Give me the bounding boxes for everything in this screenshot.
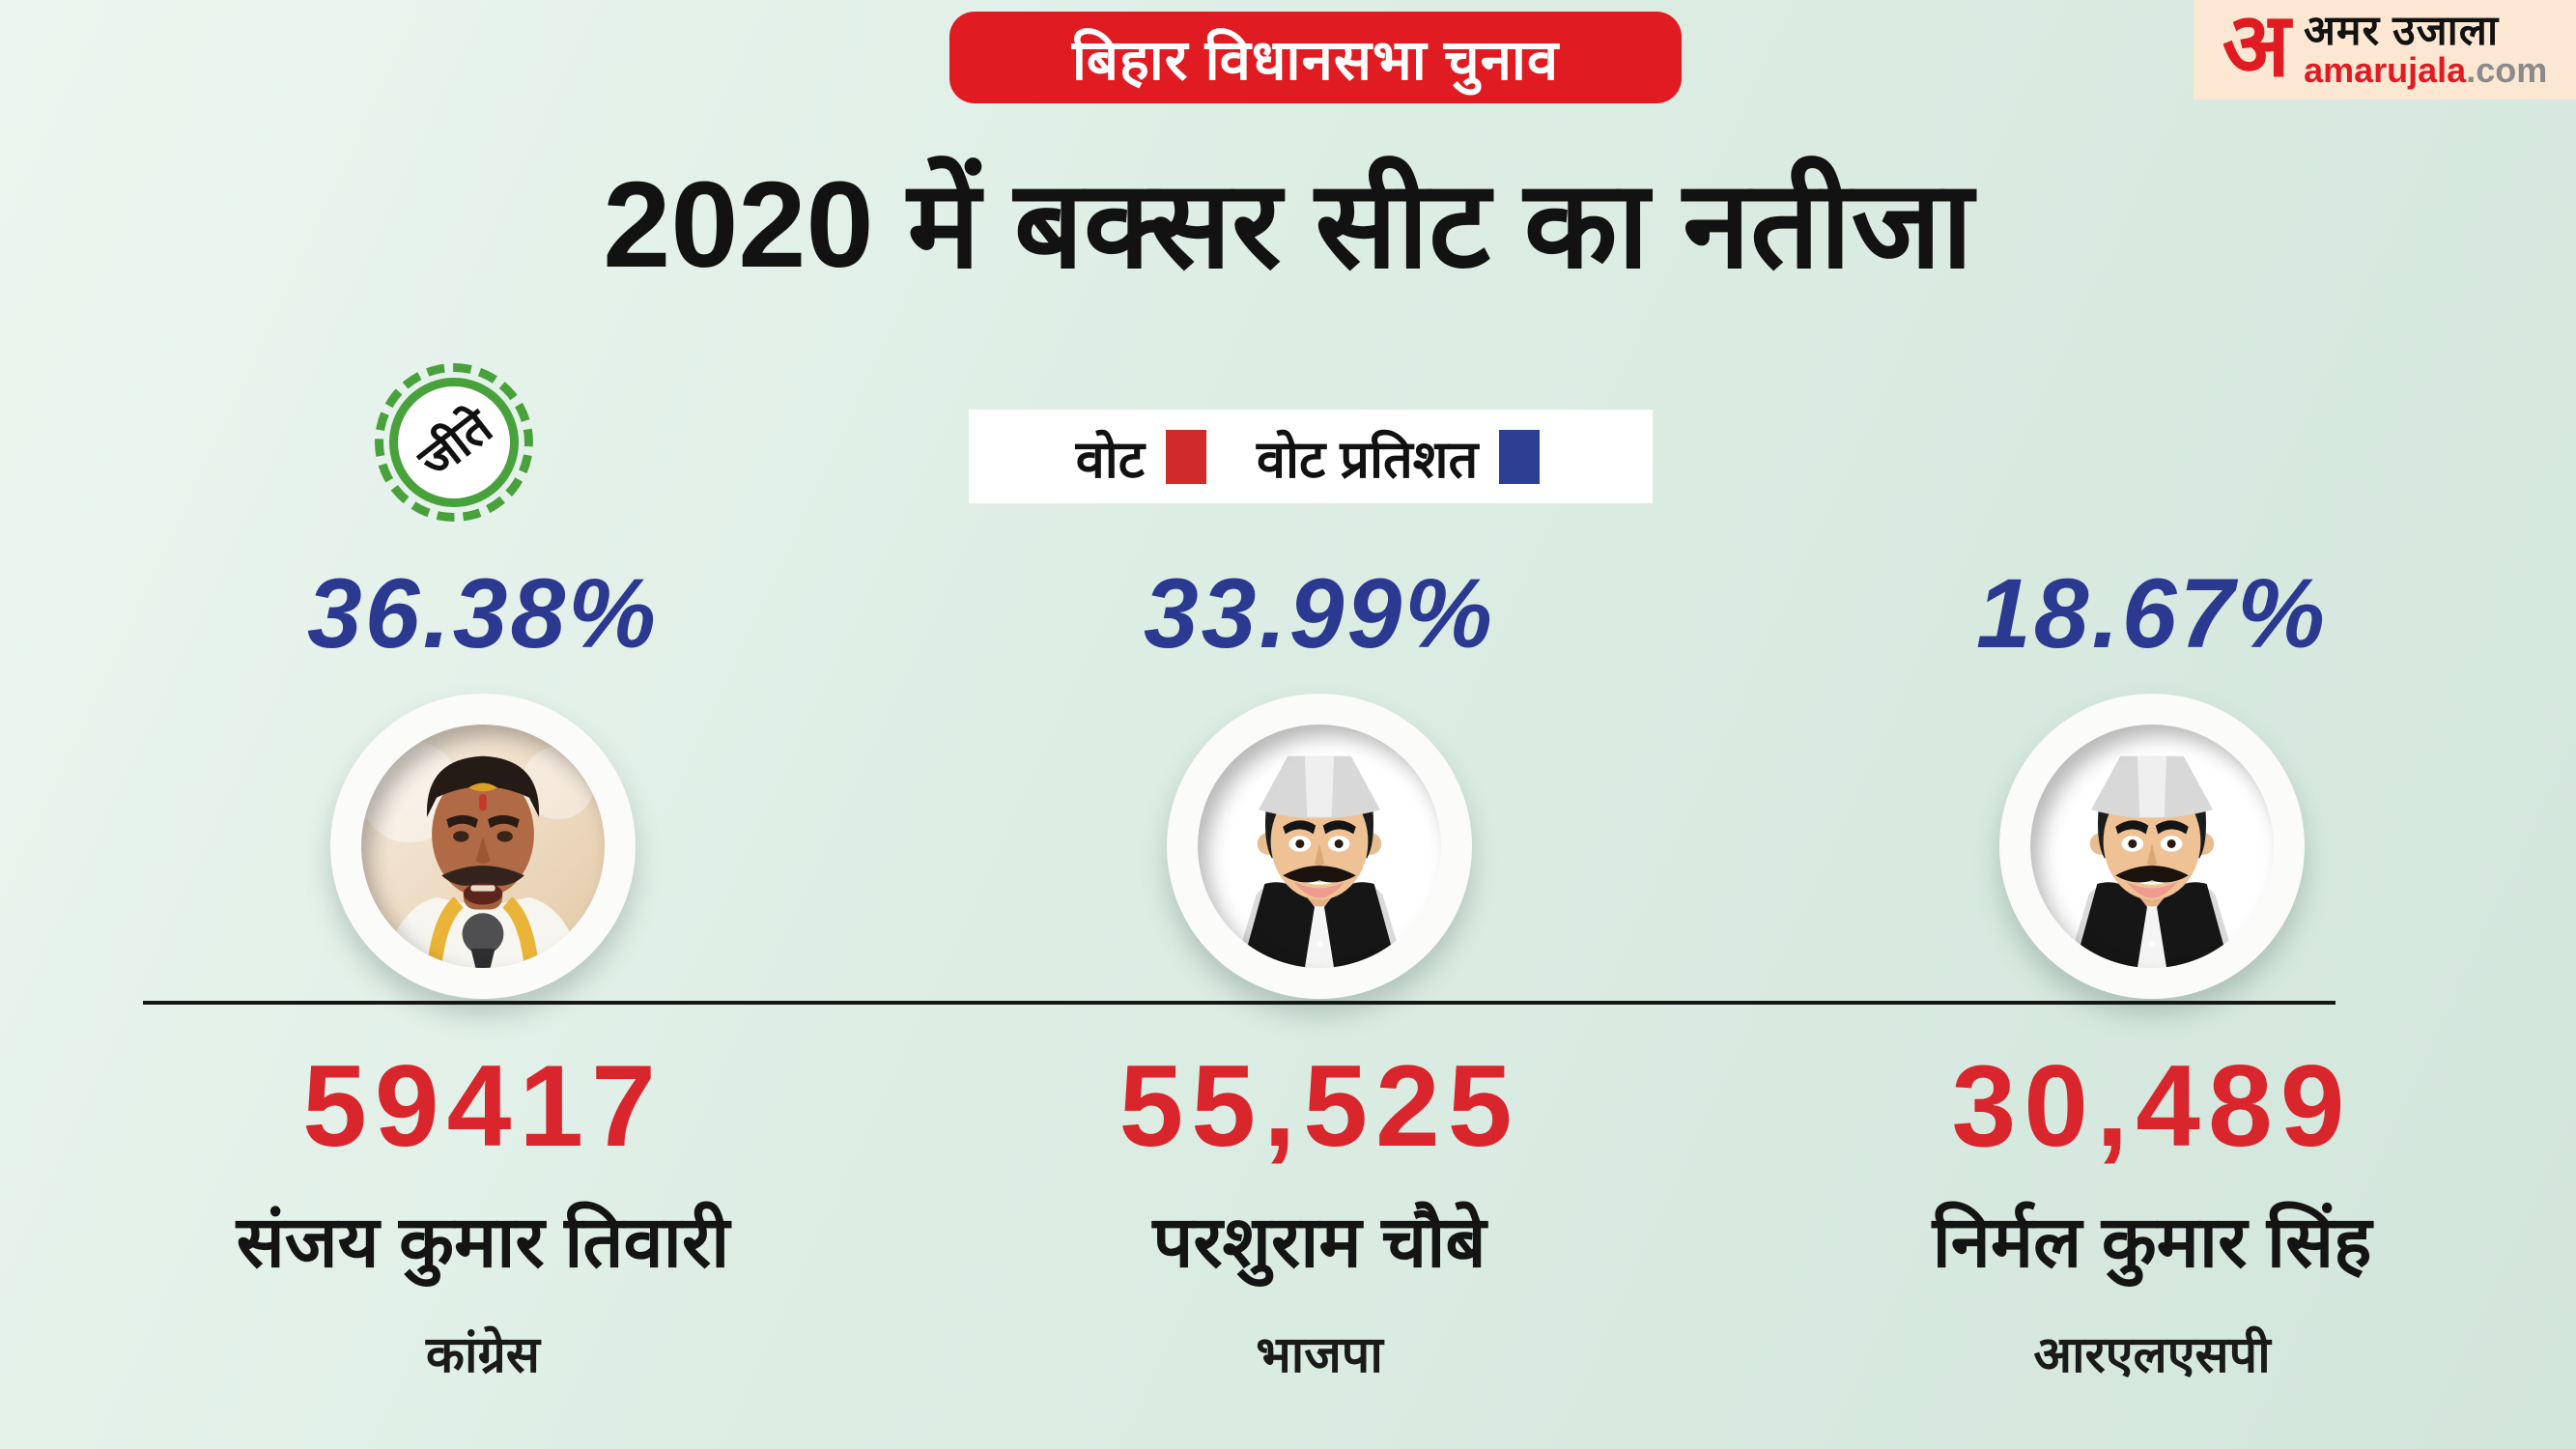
candidate-photo-frame — [330, 694, 636, 999]
winner-badge: जीते — [375, 363, 533, 522]
vote-percent: 18.67% — [1976, 557, 2328, 668]
vote-percent: 36.38% — [307, 557, 659, 668]
winner-badge-label: जीते — [409, 399, 502, 489]
logo-glyph: अ — [2222, 0, 2291, 96]
party-name: आरएलएसपी — [2033, 1326, 2271, 1383]
amar-ujala-logo: अ अमर उजाला amarujala.com — [2194, 0, 2576, 99]
party-name: कांग्रेस — [426, 1326, 540, 1383]
vote-count: 59417 — [302, 1041, 664, 1171]
candidate-name: संजय कुमार तिवारी — [236, 1202, 730, 1282]
candidate-column: 33.99% 55,525 परशुराम चौबे भाजपा — [981, 541, 1657, 1387]
candidate-photo-image — [361, 724, 605, 968]
candidate-photo-frame — [1999, 694, 2305, 999]
candidate-photo — [2030, 724, 2274, 968]
topic-banner: बिहार विधानसभा चुनाव — [949, 12, 1682, 103]
winner-badge-ring: जीते — [375, 363, 533, 522]
votes-legend-label: वोट — [1075, 430, 1145, 489]
percent-color-swatch — [1499, 429, 1541, 484]
candidate-photo-frame — [1167, 694, 1472, 999]
vote-count: 55,525 — [1118, 1041, 1520, 1171]
candidate-column: 36.38% 59417 संजय कुमार तिवारी कांग्रेस — [145, 541, 821, 1387]
candidate-name: निर्मल कुमार सिंह — [1932, 1202, 2372, 1282]
logo-text: अमर उजाला amarujala.com — [2304, 8, 2548, 91]
divider-line — [143, 1001, 2335, 1005]
logo-name: अमर उजाला — [2304, 8, 2500, 55]
candidate-photo — [361, 724, 605, 968]
party-name: भाजपा — [1256, 1326, 1383, 1383]
percent-legend-label: वोट प्रतिशत — [1257, 430, 1479, 489]
candidate-name: परशुराम चौबे — [1152, 1202, 1486, 1282]
vote-percent: 33.99% — [1144, 557, 1495, 668]
candidate-photo — [1198, 724, 1441, 968]
winner-badge-inner: जीते — [389, 378, 519, 507]
candidate-column: 18.67% 30,489 निर्मल कुमार सिंह आरएलएसपी — [1814, 541, 2490, 1387]
logo-domain: amarujala.com — [2304, 50, 2548, 91]
legend: वोट वोट प्रतिशत — [969, 410, 1653, 503]
avatar-man-icon — [2030, 724, 2274, 968]
votes-color-swatch — [1166, 429, 1206, 484]
avatar-man-icon — [1198, 724, 1441, 968]
vote-count: 30,489 — [1951, 1041, 2353, 1171]
page-title: 2020 में बक्सर सीट का नतीजा — [603, 156, 1973, 293]
